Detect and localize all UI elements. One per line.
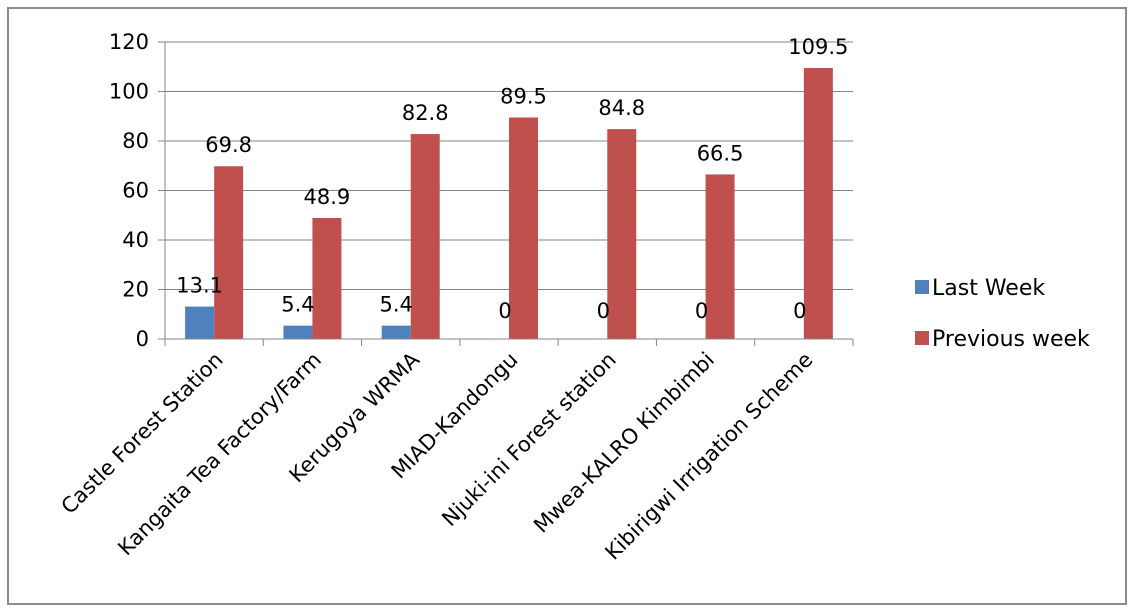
bar-previous-week [607,129,637,339]
bar-previous-week [214,166,244,339]
y-tick-label: 120 [109,30,149,54]
data-label: 48.9 [304,185,351,209]
data-labels: 13.1 69.8 5.4 48.9 5.4 82.8 0 89.5 0 84.8 0 66.5 0 10… [176,35,848,323]
y-tick-label: 40 [122,228,149,252]
bar-last-week [381,325,411,339]
data-label: 66.5 [697,141,744,165]
bar-previous-week [803,67,833,340]
bar-last-week [185,306,215,339]
data-label: 0 [597,299,610,323]
x-category-label: Mwea-KALRO Kimbimbi [529,348,719,538]
bar-last-week [283,325,313,339]
bars [185,67,833,340]
data-label: 89.5 [500,84,547,108]
legend-swatch [915,331,929,345]
x-category-label: Castle Forest Station [57,348,228,519]
bar-previous-week [509,117,538,339]
legend: Last Week Previous week [915,276,1090,352]
data-label: 5.4 [380,293,413,317]
data-label: 5.4 [281,293,314,317]
data-label: 0 [695,299,708,323]
x-category-label: Kangaita Tea Factory/Farm [113,348,326,561]
y-tick-label: 100 [109,80,149,104]
legend-swatch [915,280,929,294]
y-tick-label: 60 [122,179,149,203]
y-tick-label: 0 [136,327,149,351]
data-label: 84.8 [598,96,645,120]
data-label: 0 [793,299,806,323]
bar-chart: 0 20 40 60 80 100 120 Castle Forest StationKang… [57,30,1090,565]
data-label: 109.5 [788,35,848,59]
data-label: 0 [498,299,511,323]
data-label: 13.1 [176,274,223,298]
bar-previous-week [705,174,735,339]
chart-frame: 0 20 40 60 80 100 120 Castle Forest Station Kang… [7,7,1127,605]
data-label: 82.8 [402,101,449,125]
bar-previous-week [410,134,440,339]
bar-previous-week [312,217,342,339]
x-category-label: Kibirigwi Irrigation Scheme [600,348,817,565]
legend-label: Last Week [932,276,1045,301]
legend-label: Previous week [932,327,1090,352]
y-tick-label: 80 [122,129,149,153]
data-label: 69.8 [205,133,252,157]
y-tick-label: 20 [122,278,149,302]
x-category-label: Njuki-ini Forest station [437,348,620,531]
